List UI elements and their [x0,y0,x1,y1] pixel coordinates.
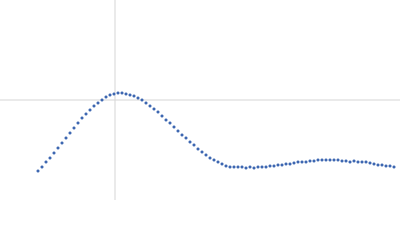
data-point [372,162,376,166]
data-point [68,131,72,135]
data-point [128,93,132,97]
data-point [276,163,280,167]
data-point [284,162,288,166]
data-point [380,163,384,167]
data-point [112,92,116,96]
data-point [160,114,164,118]
data-point [164,118,168,122]
data-point [228,165,232,169]
data-point [124,92,128,96]
data-point [296,160,300,164]
data-point [200,150,204,154]
data-point [152,107,156,111]
data-point [352,159,356,163]
data-point [192,143,196,147]
data-point [84,112,88,116]
data-point [260,165,264,169]
data-point [360,160,364,164]
data-point [204,153,208,157]
data-point [272,164,276,168]
data-point [96,101,100,105]
data-point [116,91,120,95]
data-point [324,158,328,162]
data-point [348,160,352,164]
page: (() => { const data = JSON.parse(documen… [0,0,400,200]
data-point [232,165,236,169]
data-point [320,158,324,162]
data-point [252,166,256,170]
data-point [196,147,200,151]
data-point [244,166,248,170]
data-point [184,136,188,140]
data-point [300,160,304,164]
data-point [144,101,148,105]
data-point [356,160,360,164]
data-point [76,121,80,125]
data-point [180,133,184,137]
data-point [48,156,52,160]
data-point [64,136,68,140]
data-point [328,158,332,162]
data-point [368,161,372,165]
data-point [104,95,108,99]
data-point [388,164,392,168]
data-point [224,164,228,168]
data-point [280,163,284,167]
data-point [256,165,260,169]
data-point [304,160,308,164]
data-point [188,140,192,144]
data-point [376,163,380,167]
data-point [292,161,296,165]
data-point [132,94,136,98]
data-point [336,158,340,162]
data-point [332,158,336,162]
data-point [156,110,160,114]
data-point [392,165,396,169]
data-point [268,164,272,168]
data-point [44,160,48,164]
data-point [120,91,124,95]
data-point [312,159,316,163]
data-point [80,116,84,120]
chart [0,0,400,200]
data-point [92,104,96,108]
data-point [288,162,292,166]
data-point [100,98,104,102]
data-point [56,146,60,150]
data-point [60,141,64,145]
data-point [308,159,312,163]
data-point [208,156,212,160]
data-point [384,164,388,168]
data-point [240,165,244,169]
data-point [176,129,180,133]
data-point [316,158,320,162]
data-point [52,151,56,155]
data-point [212,158,216,162]
data-point [236,165,240,169]
data-point [72,126,76,130]
data-point [340,159,344,163]
data-point [40,165,44,169]
data-point [168,121,172,125]
data-point [172,125,176,129]
data-point [136,96,140,100]
data-point [248,165,252,169]
data-point [108,93,112,97]
data-point [148,104,152,108]
data-point [140,98,144,102]
data-point [220,162,224,166]
data-point [344,159,348,163]
data-point [364,160,368,164]
data-point [88,108,92,112]
data-point [216,160,220,164]
data-point [36,169,40,173]
data-point [264,165,268,169]
